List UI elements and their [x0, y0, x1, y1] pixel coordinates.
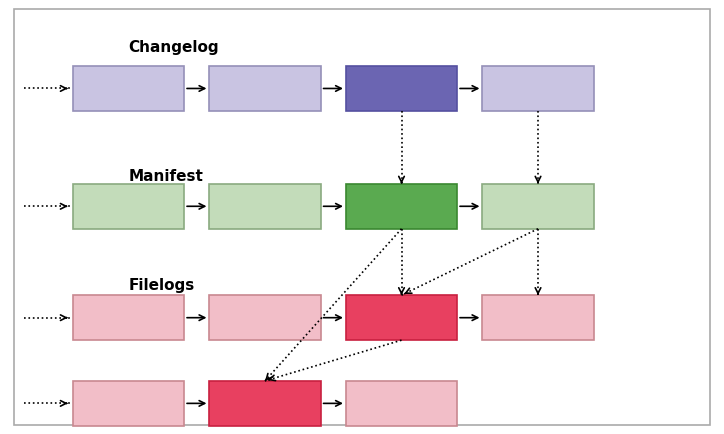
Text: Filelogs: Filelogs — [128, 278, 195, 293]
Bar — [209, 295, 321, 340]
Bar — [209, 184, 321, 229]
Bar — [482, 295, 594, 340]
Bar — [346, 381, 457, 426]
Bar — [346, 184, 457, 229]
Bar — [73, 66, 184, 111]
Bar — [346, 295, 457, 340]
Bar — [209, 381, 321, 426]
Bar — [73, 184, 184, 229]
Text: Changelog: Changelog — [128, 40, 219, 55]
Bar — [346, 66, 457, 111]
Bar — [482, 184, 594, 229]
Bar — [73, 295, 184, 340]
Bar — [209, 66, 321, 111]
Text: Manifest: Manifest — [128, 169, 203, 184]
Bar — [73, 381, 184, 426]
Bar — [482, 66, 594, 111]
